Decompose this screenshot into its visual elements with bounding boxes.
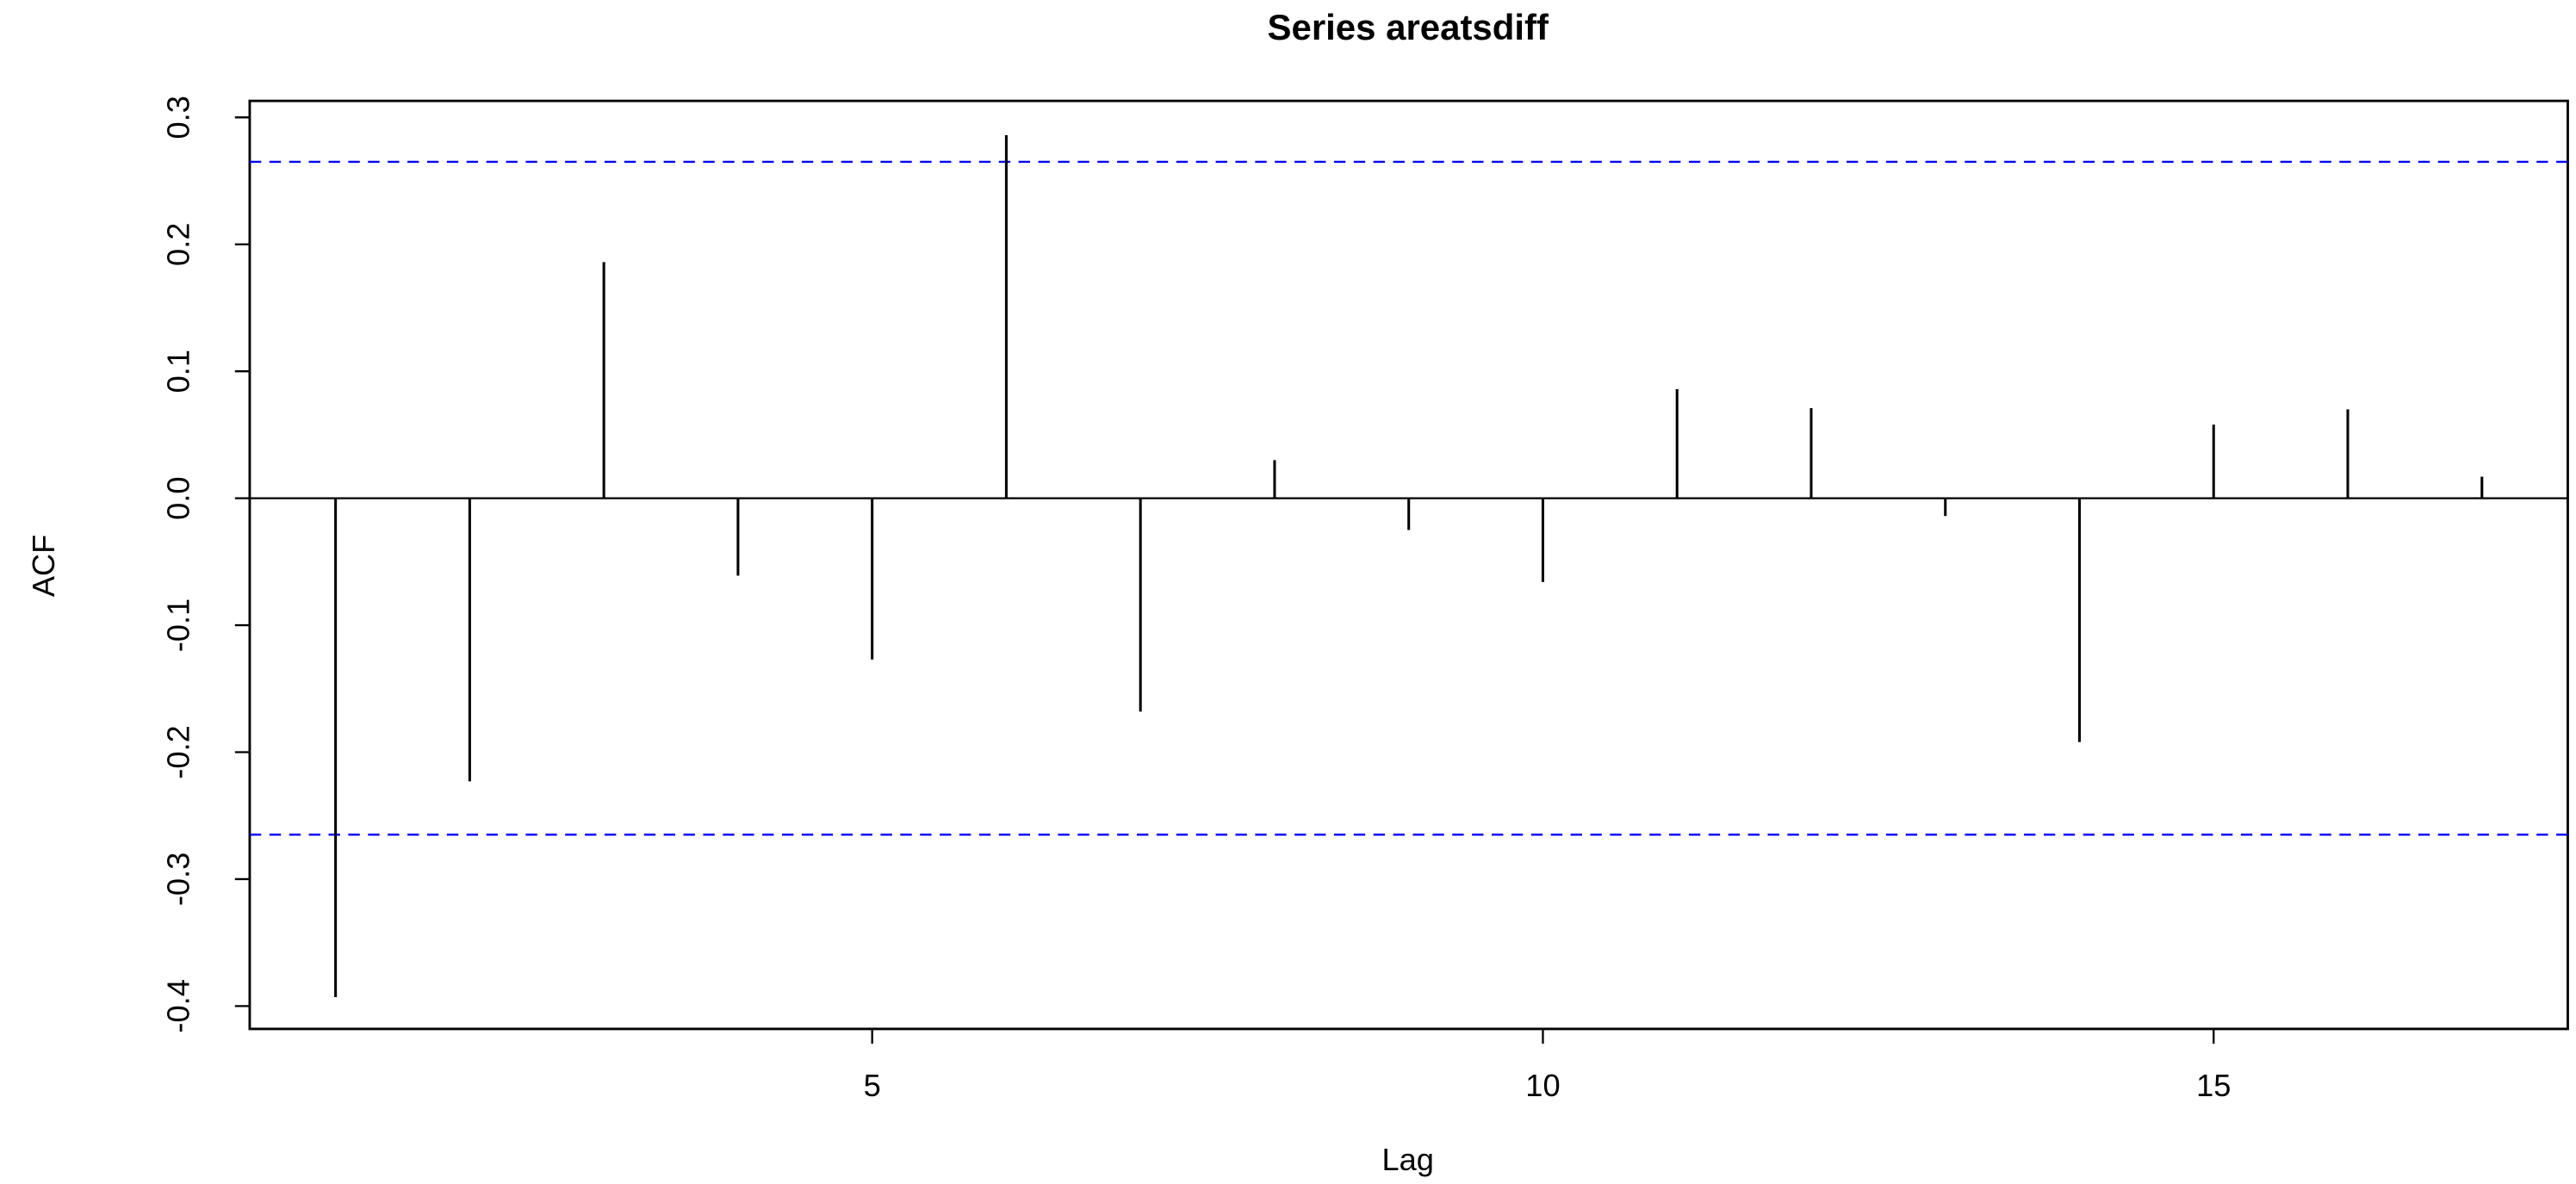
y-tick-label: -0.4 — [160, 979, 196, 1032]
x-tick-label: 15 — [2196, 1068, 2231, 1103]
y-tick-label: -0.1 — [160, 598, 196, 652]
x-tick-label: 5 — [864, 1068, 881, 1103]
y-tick-label: 0.1 — [160, 350, 196, 393]
x-tick-label: 10 — [1525, 1068, 1560, 1103]
y-tick-label: -0.2 — [160, 725, 196, 778]
y-axis-label: ACF — [26, 535, 61, 597]
y-tick-label: -0.3 — [160, 852, 196, 906]
x-axis-label: Lag — [1382, 1142, 1434, 1177]
chart-title: Series areatsdiff — [1268, 7, 1549, 47]
y-tick-label: 0.0 — [160, 476, 196, 519]
plot-frame — [248, 99, 2569, 1031]
y-tick-label: 0.2 — [160, 223, 196, 266]
y-tick-label: 0.3 — [160, 96, 196, 139]
